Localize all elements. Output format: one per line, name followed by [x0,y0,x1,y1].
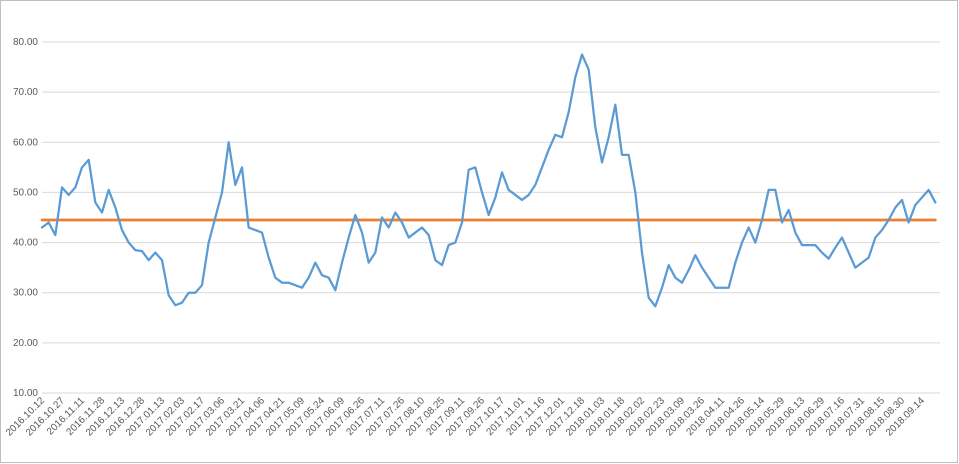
y-tick-label: 50.00 [13,187,38,198]
y-tick-label: 60.00 [13,137,38,148]
y-tick-label: 40.00 [13,238,38,249]
y-tick-label: 80.00 [13,37,38,48]
y-tick-label: 70.00 [13,87,38,98]
line-series [40,53,937,308]
y-tick-label: 30.00 [13,288,38,299]
y-tick-label: 20.00 [13,338,38,349]
y-tick-label: 10.00 [13,388,38,399]
